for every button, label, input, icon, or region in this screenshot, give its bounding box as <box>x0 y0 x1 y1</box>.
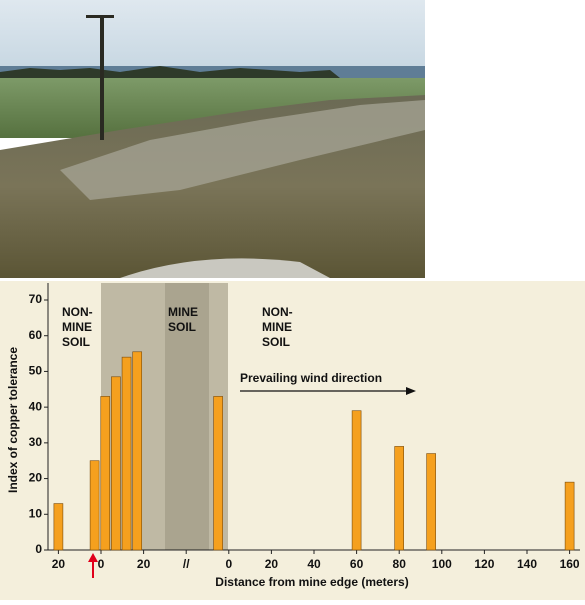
photo <box>0 0 425 278</box>
x-tick-label: 140 <box>517 557 537 571</box>
region-label: MINE <box>168 305 198 319</box>
x-tick-label: 60 <box>350 557 364 571</box>
bar <box>213 396 223 551</box>
y-tick-label: 0 <box>35 542 42 556</box>
bar <box>564 481 575 551</box>
y-tick-label: 10 <box>29 506 43 520</box>
y-tick-label: 50 <box>29 364 43 378</box>
x-axis-label: Distance from mine edge (meters) <box>215 575 408 589</box>
mine-zone-dark <box>165 283 209 550</box>
region-label: MINE <box>262 320 292 334</box>
x-tick-label: 40 <box>307 557 321 571</box>
bar <box>426 453 436 551</box>
bar <box>100 396 111 551</box>
region-label: NON- <box>262 305 293 319</box>
bar <box>132 351 143 551</box>
region-label: SOIL <box>62 335 90 349</box>
wind-arrowhead <box>406 387 416 395</box>
mine-edge-arrowhead <box>88 553 98 562</box>
x-tick-label: 100 <box>432 557 452 571</box>
region-label: SOIL <box>262 335 290 349</box>
region-label: SOIL <box>168 320 196 334</box>
bar <box>111 376 121 551</box>
bar <box>89 460 100 551</box>
y-tick-label: 60 <box>29 328 43 342</box>
y-tick-label: 30 <box>29 435 43 449</box>
bar <box>394 446 405 551</box>
y-tick-label: 70 <box>29 292 43 306</box>
x-tick-label: 80 <box>393 557 407 571</box>
y-tick-label: 20 <box>29 471 43 485</box>
bar <box>351 410 362 551</box>
x-tick-label: 0 <box>225 557 232 571</box>
x-tick-label: // <box>183 557 190 571</box>
y-axis-label: Index of copper tolerance <box>6 347 20 493</box>
x-tick-label: 20 <box>265 557 279 571</box>
x-tick-label: 20 <box>137 557 151 571</box>
wind-label: Prevailing wind direction <box>240 371 382 385</box>
x-tick-label: 20 <box>52 557 66 571</box>
y-tick-label: 40 <box>29 399 43 413</box>
bar <box>121 356 132 551</box>
x-tick-label: 120 <box>474 557 494 571</box>
region-label: NON- <box>62 305 93 319</box>
region-label: MINE <box>62 320 92 334</box>
x-tick-label: 160 <box>560 557 580 571</box>
bar <box>53 503 64 551</box>
x-tick-label: 0 <box>98 557 105 571</box>
